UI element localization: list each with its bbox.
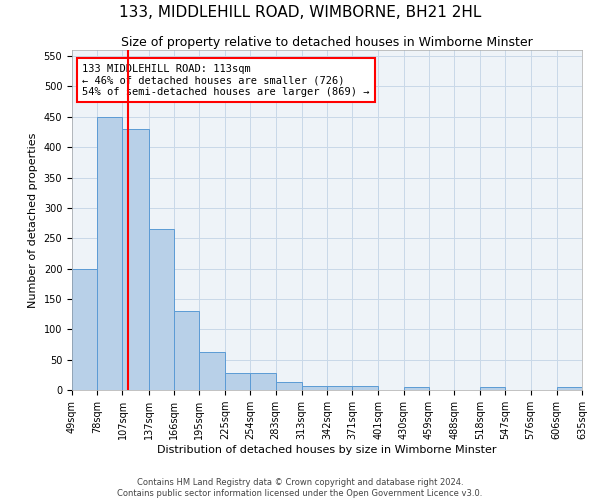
Bar	[199, 352, 225, 390]
Bar	[352, 386, 379, 390]
Bar	[404, 387, 429, 390]
Bar	[275, 382, 302, 390]
Text: Contains HM Land Registry data © Crown copyright and database right 2024.
Contai: Contains HM Land Registry data © Crown c…	[118, 478, 482, 498]
Bar	[557, 387, 582, 390]
Y-axis label: Number of detached properties: Number of detached properties	[28, 132, 38, 308]
Bar	[250, 373, 275, 390]
Text: 133 MIDDLEHILL ROAD: 113sqm
← 46% of detached houses are smaller (726)
54% of se: 133 MIDDLEHILL ROAD: 113sqm ← 46% of det…	[82, 64, 370, 97]
Title: Size of property relative to detached houses in Wimborne Minster: Size of property relative to detached ho…	[121, 36, 533, 49]
Bar	[327, 386, 352, 390]
Bar	[72, 268, 97, 390]
Bar	[122, 129, 149, 390]
Bar	[480, 387, 505, 390]
Bar	[225, 373, 250, 390]
Bar	[149, 229, 174, 390]
Bar	[174, 311, 199, 390]
Bar	[302, 386, 327, 390]
Text: 133, MIDDLEHILL ROAD, WIMBORNE, BH21 2HL: 133, MIDDLEHILL ROAD, WIMBORNE, BH21 2HL	[119, 5, 481, 20]
Bar	[97, 117, 122, 390]
X-axis label: Distribution of detached houses by size in Wimborne Minster: Distribution of detached houses by size …	[157, 445, 497, 455]
